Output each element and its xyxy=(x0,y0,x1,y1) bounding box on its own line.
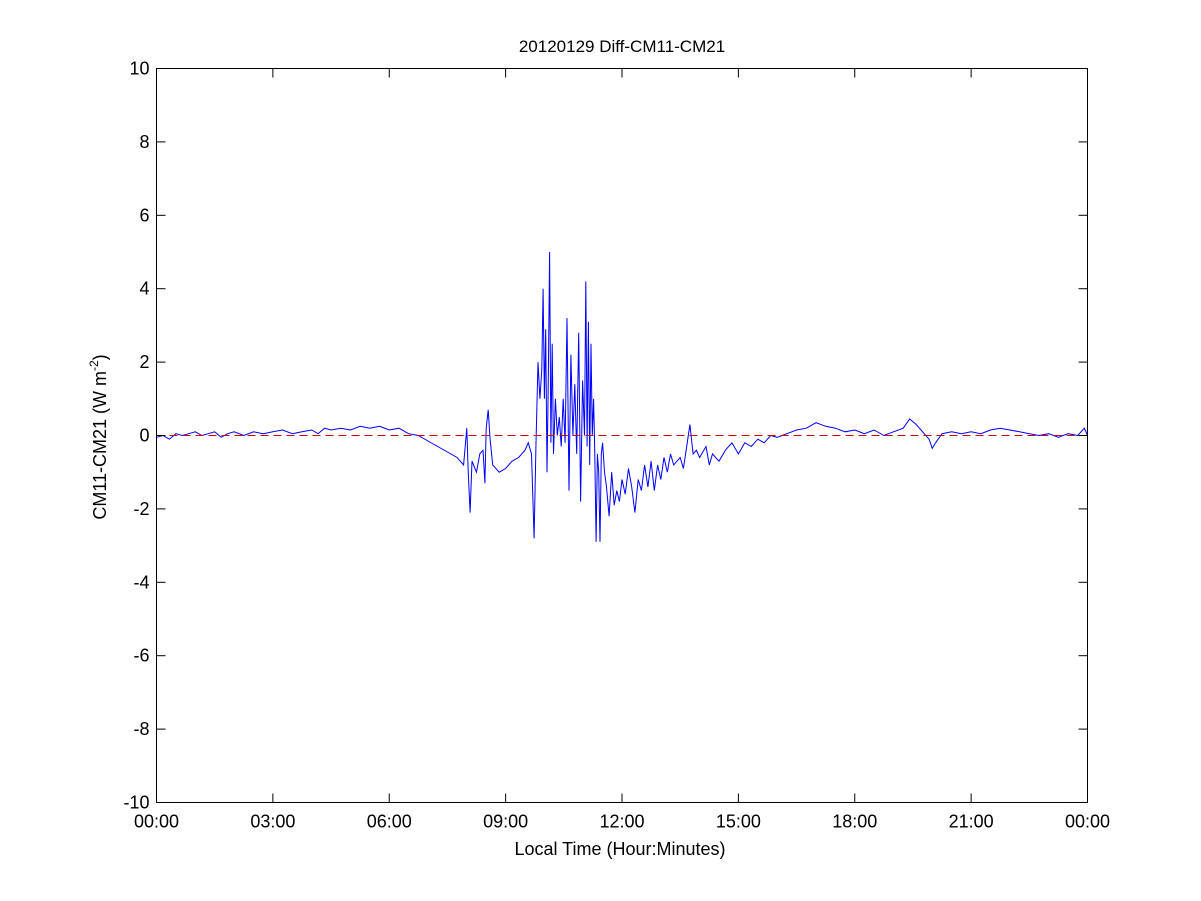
y-tick-label: -4 xyxy=(133,572,149,592)
x-axis-label: Local Time (Hour:Minutes) xyxy=(514,839,725,859)
y-tick-label: 4 xyxy=(139,279,149,299)
x-tick-label: 12:00 xyxy=(599,812,644,832)
axes: 00:00 03:00 06:00 09:00 12:00 15:00 18:00 21:00… xyxy=(123,59,1110,832)
x-tick-label: 00:00 xyxy=(134,812,179,832)
y-tick-label: 10 xyxy=(129,59,149,79)
y-tick-label: 8 xyxy=(139,132,149,152)
y-tick-label: -10 xyxy=(123,793,149,813)
x-tick-label: 03:00 xyxy=(250,812,295,832)
x-tick-label: 18:00 xyxy=(832,812,877,832)
y-tick-label: 2 xyxy=(139,352,149,372)
series-line xyxy=(156,251,1088,542)
x-tick-label: 00:00 xyxy=(1065,812,1110,832)
x-tick-label: 21:00 xyxy=(949,812,994,832)
y-tick-label: -8 xyxy=(133,719,149,739)
plot-area xyxy=(156,251,1088,542)
y-axis-label: CM11-CM21 (W m-2) xyxy=(87,354,110,519)
chart-title: 20120129 Diff-CM11-CM21 xyxy=(519,37,725,56)
x-tick-label: 09:00 xyxy=(483,812,528,832)
y-axis-label-sup: -2 xyxy=(87,360,101,371)
y-tick-label: 6 xyxy=(139,205,149,225)
y-axis-label-main: CM11-CM21 (W m xyxy=(90,371,110,520)
x-tick-label: 15:00 xyxy=(716,812,761,832)
y-tick-label: -6 xyxy=(133,646,149,666)
y-axis-label-close: ) xyxy=(90,354,110,360)
x-tick-label: 06:00 xyxy=(367,812,412,832)
y-tick-label: -2 xyxy=(133,499,149,519)
plot-frame xyxy=(156,68,1088,803)
y-tick-label: 0 xyxy=(139,426,149,446)
